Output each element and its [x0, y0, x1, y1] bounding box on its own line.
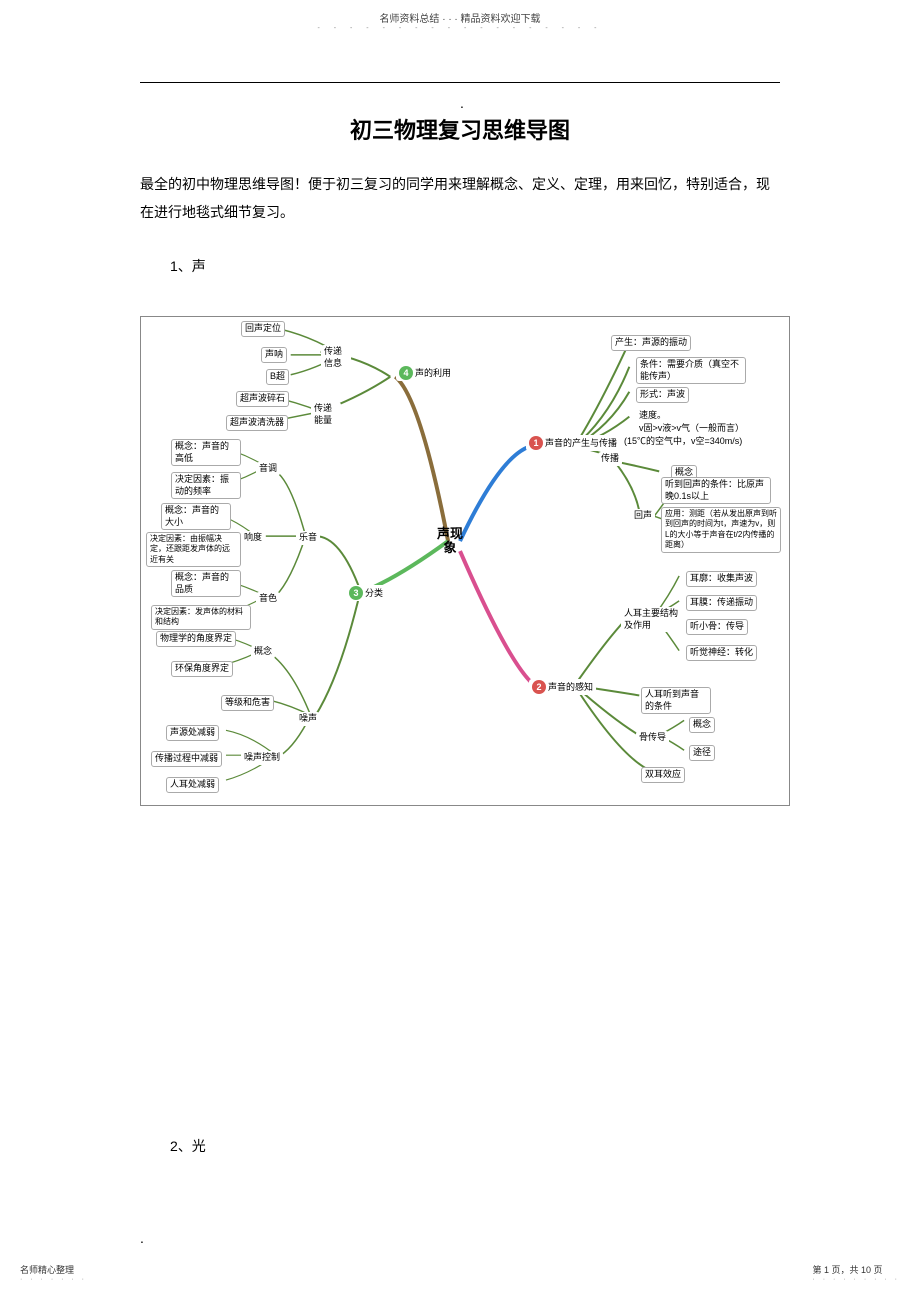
- footer-right-dots: · · · · · · · · ·: [812, 1276, 900, 1283]
- footer-right: 第 1 页，共 10 页 · · · · · · · · ·: [812, 1263, 900, 1283]
- footer-left-dots: · · · · · · ·: [20, 1276, 87, 1283]
- node-echo-app: 应用：测距（若从发出原声到听到回声的时间为t，声速为v，则L的大小等于声音在t/…: [661, 507, 781, 553]
- node-huisheng-r: 回声: [631, 509, 655, 523]
- node-ear-main: 人耳主要结构及作用: [621, 607, 681, 632]
- page-content: . 初三物理复习思维导图 最全的初中物理思维导图！便于初三复习的同学用来理解概念…: [140, 82, 780, 1156]
- node-chuanbo: 传播: [598, 452, 622, 466]
- node-huanbao-jie: 环保角度界定: [171, 661, 233, 677]
- node-yinse: 音色: [256, 592, 280, 606]
- node-condition: 条件：需要介质（真空不能传声）: [636, 357, 746, 384]
- node-chuandi-xinxi: 传递信息: [321, 345, 351, 370]
- intro-paragraph: 最全的初中物理思维导图！便于初三复习的同学用来理解概念、定义、定理，用来回忆，特…: [140, 170, 780, 226]
- node-shengyuan: 声源处减弱: [166, 725, 219, 741]
- node-xiangdu-jue: 决定因素：由振幅决定，还跟距发声体的远近有关: [146, 532, 241, 567]
- node-speed2: v固>v液>v气（一般而言）: [636, 422, 747, 436]
- node-huisheng-dw: 回声定位: [241, 321, 285, 337]
- node-zaosheng: 噪声: [296, 712, 320, 726]
- node-xiangdu-gai: 概念：声音的大小: [161, 503, 231, 530]
- bottom-dot: .: [140, 1230, 144, 1246]
- node-yindiao-jue: 决定因素：振动的频率: [171, 472, 241, 499]
- footer-right-text: 第 1 页，共 10 页: [812, 1263, 900, 1276]
- top-dot: .: [460, 95, 464, 111]
- node-zaosheng-kz: 噪声控制: [241, 751, 283, 765]
- node-chuandi-nl: 传递能量: [311, 402, 341, 427]
- node-produce: 产生：声源的振动: [611, 335, 691, 351]
- node-bone-tu: 途径: [689, 745, 715, 761]
- node-erguo: 耳廓：收集声波: [686, 571, 757, 587]
- node-yindiao: 音调: [256, 462, 280, 476]
- header-dots: - - - - - - - - - - - - - - - - - -: [0, 25, 920, 32]
- node-speed: 速度。: [636, 409, 669, 423]
- node-suishi: 超声波碎石: [236, 391, 289, 407]
- hub-1: 1声音的产生与传播: [526, 435, 620, 451]
- header-text: 名师资料总结 · · · 精品资料欢迎下载: [0, 10, 920, 25]
- node-chuanbo-jian: 传播过程中减弱: [151, 751, 222, 767]
- mindmap-center: 声现象: [436, 527, 464, 556]
- hub-3: 3分类: [346, 585, 386, 601]
- hub-4: 4声的利用: [396, 365, 454, 381]
- node-form: 形式：声波: [636, 387, 689, 403]
- node-yindiao-gai: 概念：声音的高低: [171, 439, 241, 466]
- footer-left: 名师精心整理 · · · · · · ·: [20, 1263, 87, 1283]
- mindmap-sound: 声现象 4声的利用 3分类 1声音的产生与传播 2声音的感知 产生：声源的振动 …: [140, 316, 790, 806]
- node-yinse-jue: 决定因素：发声体的材料和结构: [151, 605, 251, 630]
- node-shengna: 声呐: [261, 347, 287, 363]
- section-1-label: 1、声: [170, 256, 780, 276]
- node-bone-gai: 概念: [689, 717, 715, 733]
- node-gainian-l: 概念: [251, 645, 275, 659]
- page-top-header: 名师资料总结 · · · 精品资料欢迎下载 - - - - - - - - - …: [0, 0, 920, 32]
- footer-left-text: 名师精心整理: [20, 1263, 87, 1276]
- node-yueyin: 乐音: [296, 531, 320, 545]
- section-2-label: 2、光: [170, 1136, 780, 1156]
- node-ermo: 耳膜：传递振动: [686, 595, 757, 611]
- node-speed3: (15℃的空气中，v空=340m/s): [621, 435, 745, 449]
- node-shuanger: 双耳效应: [641, 767, 685, 783]
- node-rener-jian: 人耳处减弱: [166, 777, 219, 793]
- node-ear-hear: 人耳听到声音的条件: [641, 687, 711, 714]
- node-qingxi: 超声波清洗器: [226, 415, 288, 431]
- node-xiangdu: 响度: [241, 531, 265, 545]
- node-tinggu: 听小骨：传导: [686, 619, 748, 635]
- node-wuli-jie: 物理学的角度界定: [156, 631, 236, 647]
- hub-2: 2声音的感知: [529, 679, 596, 695]
- node-yinse-gai: 概念：声音的品质: [171, 570, 241, 597]
- node-bchao: B超: [266, 369, 289, 385]
- node-dengji: 等级和危害: [221, 695, 274, 711]
- horizontal-rule: [140, 82, 780, 83]
- node-bone: 骨传导: [636, 731, 669, 745]
- document-title: 初三物理复习思维导图: [140, 113, 780, 145]
- node-echo-cond: 听到回声的条件：比原声晚0.1s以上: [661, 477, 771, 504]
- node-shenjing: 听觉神经：转化: [686, 645, 757, 661]
